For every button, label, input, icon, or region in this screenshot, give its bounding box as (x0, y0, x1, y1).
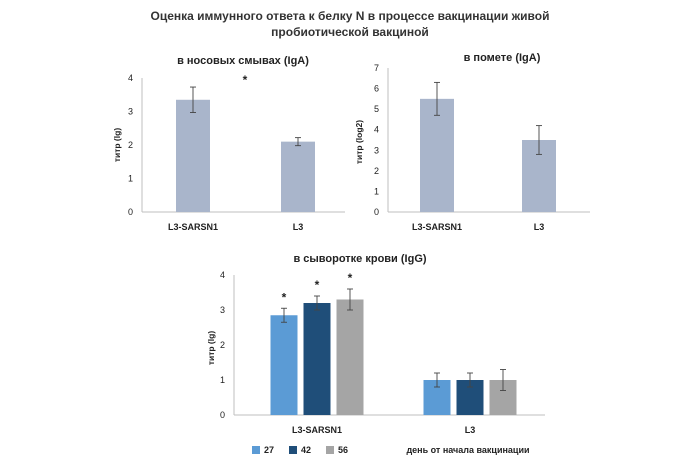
chart-2-y-tick: 1 (374, 186, 379, 196)
figure-title-line-1: Оценка иммунного ответа к белку N в проц… (150, 9, 550, 23)
chart-3-significance-marker: * (348, 271, 353, 285)
chart-3-bar-l3-sarsn1-day-56 (336, 299, 364, 415)
chart-2-y-tick: 7 (374, 63, 379, 73)
legend-label-day-27: 27 (264, 445, 274, 455)
chart-1-y-label: титр (lg) (112, 128, 122, 162)
chart-1-category-label: L3-SARSN1 (168, 222, 218, 232)
chart-2-category-label: L3-SARSN1 (412, 222, 462, 232)
legend-swatch-day-56 (326, 446, 334, 454)
legend-swatch-day-42 (289, 446, 297, 454)
chart-3-y-tick: 3 (220, 305, 225, 315)
chart-3-bar-l3-sarsn1-day-27 (270, 315, 298, 415)
chart-1-category-label: L3 (293, 222, 304, 232)
chart-2-y-tick: 0 (374, 207, 379, 217)
legend-label-day-56: 56 (338, 445, 348, 455)
chart-2-y-tick: 3 (374, 145, 379, 155)
chart-3-significance-marker: * (282, 290, 287, 304)
chart-1-y-tick: 2 (128, 140, 133, 150)
legend-label-day-42: 42 (301, 445, 311, 455)
figure-title-line-2: пробиотической вакциной (271, 25, 429, 39)
chart-2-y-tick: 6 (374, 84, 379, 94)
chart-2-y-tick: 4 (374, 125, 379, 135)
chart-3-y-tick: 1 (220, 375, 225, 385)
chart-3-category-label: L3 (465, 425, 476, 435)
figure-title: Оценка иммунного ответа к белку N в проц… (0, 8, 700, 40)
chart-3-y-tick: 0 (220, 410, 225, 420)
chart-1-y-tick: 3 (128, 107, 133, 117)
chart-3-significance-marker: * (315, 278, 320, 292)
chart-3-y-label: титр (lg) (206, 331, 216, 365)
chart-2-title: в помете (IgA) (464, 52, 541, 64)
chart-1-bar-l3 (281, 141, 315, 212)
chart-1-significance-marker: * (243, 73, 248, 87)
chart-3-title: в сыворотке крови (IgG) (293, 253, 426, 265)
chart-2-y-label: титр (log2) (354, 120, 364, 164)
chart-2-y-tick: 2 (374, 166, 379, 176)
chart-3-y-tick: 4 (220, 270, 225, 280)
chart-1-bar-l3-sarsn1 (176, 99, 210, 212)
chart-1-y-tick: 0 (128, 207, 133, 217)
chart-2-y-tick: 5 (374, 104, 379, 114)
chart-3-bar-l3-sarsn1-day-42 (303, 303, 331, 415)
chart-1-y-tick: 4 (128, 73, 133, 83)
chart-1-title: в носовых смывах (IgA) (177, 55, 309, 67)
chart-3-x-label: день от начала вакцинации (406, 445, 529, 455)
chart-2-category-label: L3 (534, 222, 545, 232)
legend-swatch-day-27 (252, 446, 260, 454)
chart-2-bar-l3-sarsn1 (420, 98, 454, 212)
chart-1-y-tick: 1 (128, 174, 133, 184)
chart-3-y-tick: 2 (220, 340, 225, 350)
chart-3-category-label: L3-SARSN1 (292, 425, 342, 435)
